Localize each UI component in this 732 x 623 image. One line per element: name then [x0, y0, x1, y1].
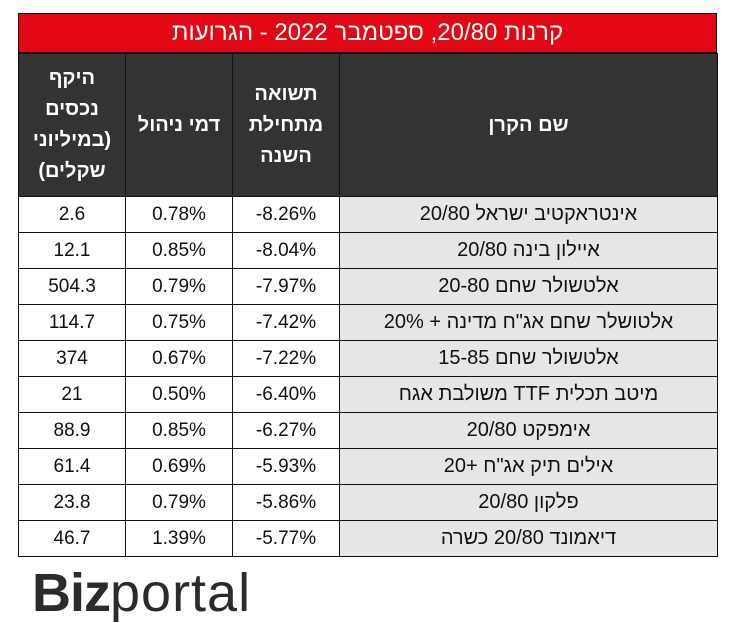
cell-fund: אלטושלר שחם אג"ח מדינה + 20%	[339, 304, 718, 341]
cell-fee: 0.85%	[125, 412, 233, 449]
cell-ytd: -5.86%	[232, 484, 340, 521]
cell-ytd: -6.40%	[232, 376, 340, 413]
table-row: 114.7 0.75% -7.42% אלטושלר שחם אג"ח מדינ…	[18, 304, 718, 341]
cell-fund: אלטשולר שחם 15-85	[339, 340, 718, 377]
logo-biz-text: Biz	[32, 563, 111, 623]
cell-assets: 46.7	[18, 520, 126, 557]
cell-fund: אילים תיק אג"ח +20	[339, 448, 718, 485]
cell-fund: מיטב תכלית TTF משולבת אגח	[339, 376, 718, 413]
cell-assets: 114.7	[18, 304, 126, 341]
cell-fee: 0.75%	[125, 304, 233, 341]
cell-fund: איילון בינה 20/80	[339, 232, 718, 269]
cell-fund: אימפקט 20/80	[339, 412, 718, 449]
table-row: 46.7 1.39% -5.77% דיאמונד 20/80 כשרה	[18, 520, 718, 557]
cell-fee: 0.79%	[125, 268, 233, 305]
header-fund: שם הקרן	[339, 53, 718, 197]
table-header-row: היקף נכסים (במיליוני שקלים) דמי ניהול תש…	[18, 53, 718, 197]
cell-assets: 504.3	[18, 268, 126, 305]
funds-table-container: קרנות 20/80, ספטמבר 2022 - הגרועות היקף …	[18, 13, 718, 557]
cell-assets: 61.4	[18, 448, 126, 485]
cell-fund: אלטשולר שחם 20-80	[339, 268, 718, 305]
cell-assets: 23.8	[18, 484, 126, 521]
header-fee: דמי ניהול	[125, 53, 233, 197]
table-row: 88.9 0.85% -6.27% אימפקט 20/80	[18, 412, 718, 449]
cell-ytd: -8.26%	[232, 196, 340, 233]
cell-fee: 0.85%	[125, 232, 233, 269]
cell-fee: 0.67%	[125, 340, 233, 377]
table-row: 21 0.50% -6.40% מיטב תכלית TTF משולבת אג…	[18, 376, 718, 413]
bizportal-logo: Biz portal	[32, 563, 252, 623]
cell-fee: 0.78%	[125, 196, 233, 233]
cell-ytd: -7.97%	[232, 268, 340, 305]
cell-ytd: -7.42%	[232, 304, 340, 341]
table-row: 23.8 0.79% -5.86% פלקון 20/80	[18, 484, 718, 521]
cell-fee: 0.79%	[125, 484, 233, 521]
table-row: 504.3 0.79% -7.97% אלטשולר שחם 20-80	[18, 268, 718, 305]
table-row: 12.1 0.85% -8.04% איילון בינה 20/80	[18, 232, 718, 269]
logo-portal-text: portal	[110, 563, 252, 623]
cell-fee: 1.39%	[125, 520, 233, 557]
funds-table: היקף נכסים (במיליוני שקלים) דמי ניהול תש…	[18, 53, 718, 557]
cell-ytd: -5.77%	[232, 520, 340, 557]
table-title: קרנות 20/80, ספטמבר 2022 - הגרועות	[18, 13, 717, 53]
cell-fund: דיאמונד 20/80 כשרה	[339, 520, 718, 557]
table-row: 61.4 0.69% -5.93% אילים תיק אג"ח +20	[18, 448, 718, 485]
table-row: 2.6 0.78% -8.26% אינטראקטיב ישראל 20/80	[18, 196, 718, 233]
cell-assets: 2.6	[18, 196, 126, 233]
cell-assets: 88.9	[18, 412, 126, 449]
cell-ytd: -8.04%	[232, 232, 340, 269]
table-row: 374 0.67% -7.22% אלטשולר שחם 15-85	[18, 340, 718, 377]
cell-ytd: -6.27%	[232, 412, 340, 449]
cell-fee: 0.50%	[125, 376, 233, 413]
cell-assets: 21	[18, 376, 126, 413]
header-assets: היקף נכסים (במיליוני שקלים)	[18, 53, 126, 197]
header-ytd: תשואה מתחילת השנה	[232, 53, 340, 197]
cell-ytd: -5.93%	[232, 448, 340, 485]
cell-fee: 0.69%	[125, 448, 233, 485]
cell-fund: אינטראקטיב ישראל 20/80	[339, 196, 718, 233]
cell-assets: 374	[18, 340, 126, 377]
cell-ytd: -7.22%	[232, 340, 340, 377]
cell-fund: פלקון 20/80	[339, 484, 718, 521]
cell-assets: 12.1	[18, 232, 126, 269]
